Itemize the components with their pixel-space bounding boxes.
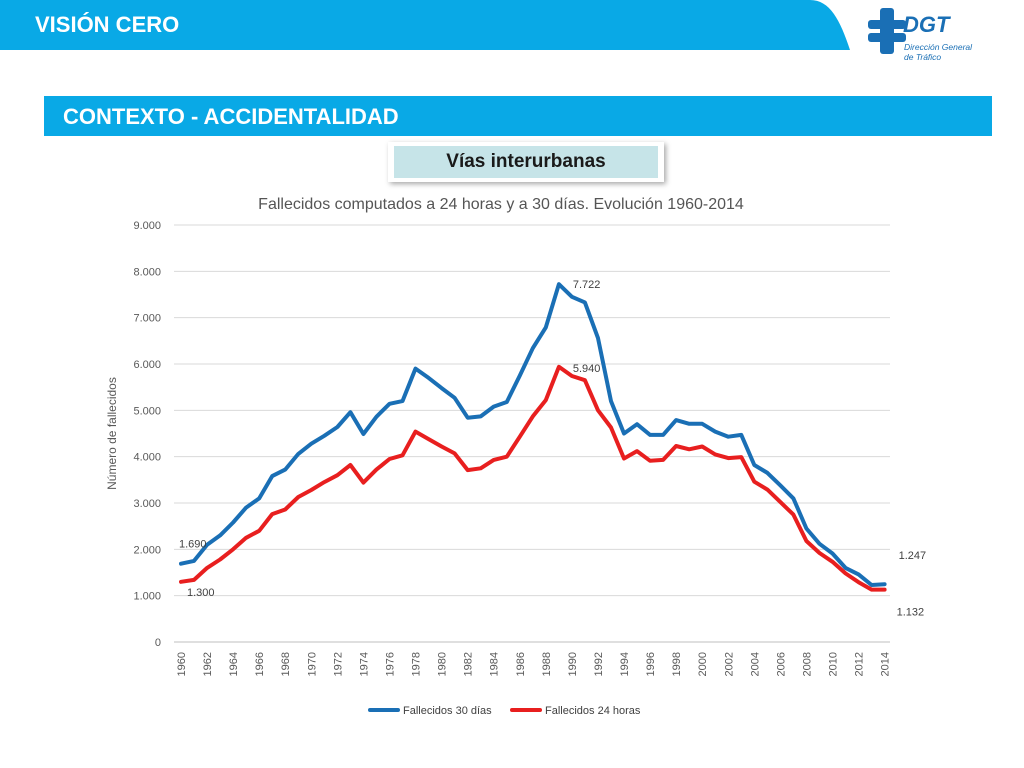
- y-tick-label: 9.000: [133, 220, 161, 232]
- y-tick-label: 4.000: [133, 452, 161, 464]
- header-bar-shape: [0, 0, 850, 50]
- subtitle-box: Vías interurbanas: [388, 142, 664, 182]
- data-label: 1.132: [897, 607, 925, 619]
- y-tick-label: 5.000: [133, 405, 161, 417]
- x-tick-label: 1990: [567, 652, 579, 676]
- data-label: 7.722: [573, 279, 601, 291]
- y-axis-label: Número de fallecidos: [105, 377, 119, 490]
- x-tick-label: 1972: [332, 652, 344, 676]
- legend-entry-0: Fallecidos 30 días: [403, 705, 492, 717]
- x-tick-label: 1976: [384, 652, 396, 676]
- data-label: 1.690: [179, 539, 207, 551]
- y-tick-label: 6.000: [133, 359, 161, 371]
- x-tick-label: 1988: [541, 652, 553, 676]
- data-label: 1.300: [187, 587, 215, 599]
- x-tick-label: 1980: [437, 652, 449, 676]
- x-tick-label: 1994: [619, 652, 631, 676]
- x-tick-label: 1964: [228, 652, 240, 676]
- y-tick-label: 1.000: [133, 591, 161, 603]
- subtitle-label: Vías interurbanas: [394, 146, 658, 178]
- x-tick-label: 1978: [411, 652, 423, 676]
- x-tick-label: 1992: [593, 652, 605, 676]
- x-tick-label: 2004: [749, 652, 761, 676]
- dgt-cross-icon: [868, 8, 906, 54]
- logo-subtitle-line1: Dirección General: [904, 42, 973, 52]
- chart-title: Fallecidos computados a 24 horas y a 30 …: [258, 196, 744, 213]
- header-title: VISIÓN CERO: [35, 12, 180, 37]
- x-tick-label: 1984: [489, 652, 501, 676]
- data-label: 1.247: [899, 550, 927, 562]
- header-bar: [0, 0, 850, 50]
- x-tick-label: 2010: [828, 652, 840, 676]
- logo-subtitle-line2: de Tráfico: [904, 52, 942, 62]
- y-tick-label: 2.000: [133, 544, 161, 556]
- x-tick-label: 2012: [854, 652, 866, 676]
- legend-entry-1: Fallecidos 24 horas: [545, 705, 641, 717]
- x-tick-label: 1968: [280, 652, 292, 676]
- x-tick-label: 1960: [176, 652, 188, 676]
- x-tick-label: 1970: [306, 652, 318, 676]
- section-banner: CONTEXTO - ACCIDENTALIDAD: [44, 96, 992, 136]
- x-tick-label: 1966: [254, 652, 266, 676]
- section-title: CONTEXTO - ACCIDENTALIDAD: [63, 104, 399, 129]
- x-tick-label: 1986: [515, 652, 527, 676]
- x-tick-label: 1996: [645, 652, 657, 676]
- x-tick-label: 1974: [358, 652, 370, 676]
- x-tick-label: 2002: [723, 652, 735, 676]
- x-tick-label: 1982: [463, 652, 475, 676]
- logo-name: DGT: [903, 12, 950, 37]
- y-tick-label: 8.000: [133, 266, 161, 278]
- y-tick-label: 3.000: [133, 498, 161, 510]
- x-tick-label: 2006: [775, 652, 787, 676]
- x-tick-label: 1962: [202, 652, 214, 676]
- dgt-logo: [868, 8, 906, 54]
- data-label: 5.940: [573, 363, 601, 375]
- x-tick-label: 1998: [671, 652, 683, 676]
- y-tick-label: 0: [155, 637, 161, 649]
- logo-subtitle: Dirección General de Tráfico: [904, 42, 994, 62]
- y-tick-label: 7.000: [133, 313, 161, 325]
- x-tick-label: 2014: [880, 652, 892, 676]
- x-tick-label: 2000: [697, 652, 709, 676]
- series-line-1: [179, 364, 887, 592]
- x-tick-label: 2008: [801, 652, 813, 676]
- series-line-0: [179, 282, 887, 587]
